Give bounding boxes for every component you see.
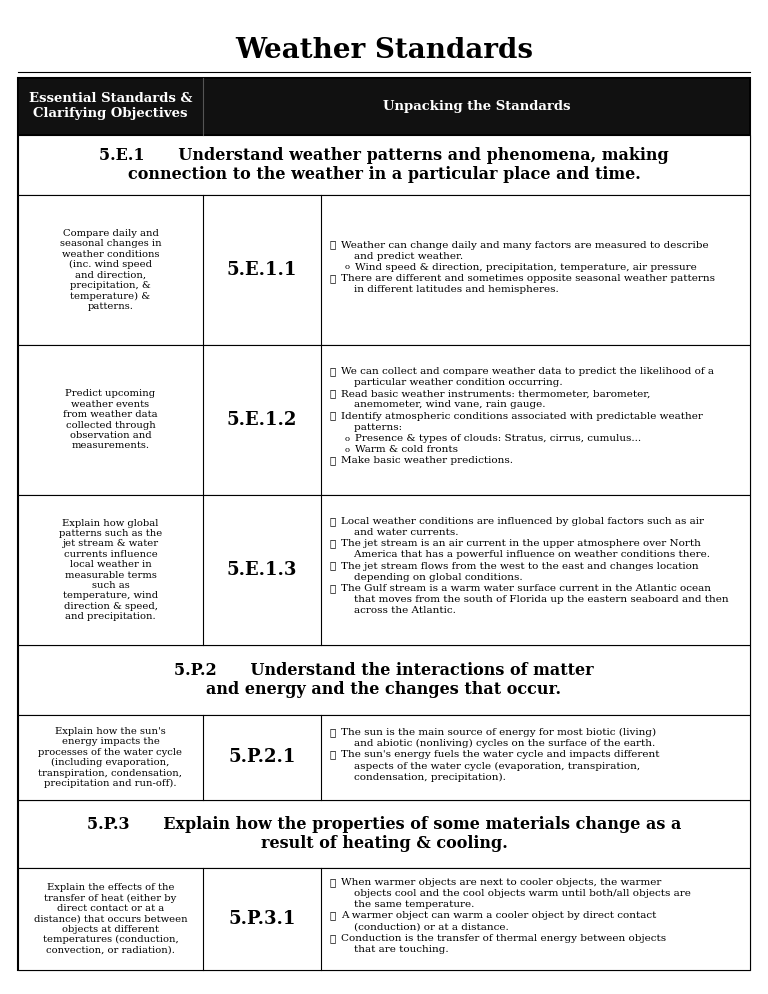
Bar: [18, 645, 750, 715]
Text: anemometer, wind vane, rain gauge.: anemometer, wind vane, rain gauge.: [341, 401, 545, 410]
Bar: [18, 715, 750, 800]
Text: 5.P.2      Understand the interactions of matter
and energy and the changes that: 5.P.2 Understand the interactions of mat…: [174, 662, 594, 699]
Text: and abiotic (nonliving) cycles on the surface of the earth.: and abiotic (nonliving) cycles on the su…: [341, 740, 655, 748]
Text: objects cool and the cool objects warm until both/all objects are: objects cool and the cool objects warm u…: [341, 889, 691, 898]
Text: The jet stream flows from the west to the east and changes location: The jet stream flows from the west to th…: [341, 562, 699, 571]
Text: and water currents.: and water currents.: [341, 528, 458, 537]
Text: The sun is the main source of energy for most biotic (living): The sun is the main source of energy for…: [341, 728, 656, 738]
Text: 5.P.2.1: 5.P.2.1: [228, 748, 296, 766]
Text: ✓: ✓: [329, 539, 336, 549]
Bar: [18, 195, 750, 345]
Text: Explain the effects of the
transfer of heat (either by
direct contact or at a
di: Explain the effects of the transfer of h…: [34, 883, 187, 955]
Bar: [18, 868, 750, 970]
Text: 5.E.1.3: 5.E.1.3: [227, 561, 297, 579]
Text: A warmer object can warm a cooler object by direct contact: A warmer object can warm a cooler object…: [341, 911, 657, 920]
Text: Warm & cold fronts: Warm & cold fronts: [355, 445, 458, 454]
Text: 5.E.1.1: 5.E.1.1: [227, 261, 297, 279]
Text: There are different and sometimes opposite seasonal weather patterns: There are different and sometimes opposi…: [341, 274, 715, 283]
Bar: [18, 135, 750, 195]
Text: ✓: ✓: [329, 728, 336, 738]
Text: the same temperature.: the same temperature.: [341, 901, 475, 910]
Text: o: o: [345, 263, 350, 271]
Bar: [18, 495, 750, 645]
Text: condensation, precipitation).: condensation, precipitation).: [341, 773, 506, 782]
Text: ✓: ✓: [329, 933, 336, 942]
Bar: [18, 78, 750, 135]
Text: depending on global conditions.: depending on global conditions.: [341, 573, 523, 581]
Text: ✓: ✓: [329, 412, 336, 420]
Text: Identify atmospheric conditions associated with predictable weather: Identify atmospheric conditions associat…: [341, 412, 703, 420]
Text: ✓: ✓: [329, 562, 336, 571]
Text: Essential Standards &
Clarifying Objectives: Essential Standards & Clarifying Objecti…: [28, 92, 192, 120]
Text: o: o: [345, 445, 350, 454]
Text: The jet stream is an air current in the upper atmosphere over North: The jet stream is an air current in the …: [341, 539, 701, 549]
Text: ✓: ✓: [329, 367, 336, 376]
Text: ✓: ✓: [329, 274, 336, 283]
Text: in different latitudes and hemispheres.: in different latitudes and hemispheres.: [341, 285, 559, 294]
Text: Local weather conditions are influenced by global factors such as air: Local weather conditions are influenced …: [341, 517, 704, 526]
Text: Read basic weather instruments: thermometer, barometer,: Read basic weather instruments: thermome…: [341, 390, 650, 399]
Bar: [18, 78, 750, 970]
Text: America that has a powerful influence on weather conditions there.: America that has a powerful influence on…: [341, 551, 710, 560]
Text: 5.E.1      Understand weather patterns and phenomena, making
connection to the w: 5.E.1 Understand weather patterns and ph…: [99, 147, 669, 183]
Text: ✓: ✓: [329, 584, 336, 593]
Text: Explain how the sun's
energy impacts the
processes of the water cycle
(including: Explain how the sun's energy impacts the…: [38, 727, 183, 788]
Text: Wind speed & direction, precipitation, temperature, air pressure: Wind speed & direction, precipitation, t…: [355, 263, 697, 272]
Text: Weather Standards: Weather Standards: [235, 37, 533, 64]
Text: ✓: ✓: [329, 878, 336, 887]
Text: ✓: ✓: [329, 517, 336, 526]
Text: patterns:: patterns:: [341, 422, 402, 431]
Text: Conduction is the transfer of thermal energy between objects: Conduction is the transfer of thermal en…: [341, 933, 666, 942]
Text: ✓: ✓: [329, 390, 336, 399]
Text: Predict upcoming
weather events
from weather data
collected through
observation : Predict upcoming weather events from wea…: [63, 390, 157, 450]
Text: that are touching.: that are touching.: [341, 945, 449, 954]
Bar: [18, 345, 750, 495]
Text: Unpacking the Standards: Unpacking the Standards: [382, 100, 571, 113]
Text: 5.E.1.2: 5.E.1.2: [227, 411, 297, 429]
Text: 5.P.3      Explain how the properties of some materials change as a
result of he: 5.P.3 Explain how the properties of some…: [87, 816, 681, 852]
Text: 5.P.3.1: 5.P.3.1: [228, 910, 296, 928]
Text: particular weather condition occurring.: particular weather condition occurring.: [341, 378, 563, 387]
Text: (conduction) or at a distance.: (conduction) or at a distance.: [341, 922, 508, 931]
Text: Presence & types of clouds: Stratus, cirrus, cumulus...: Presence & types of clouds: Stratus, cir…: [355, 434, 641, 443]
Text: The sun's energy fuels the water cycle and impacts different: The sun's energy fuels the water cycle a…: [341, 750, 660, 759]
Text: We can collect and compare weather data to predict the likelihood of a: We can collect and compare weather data …: [341, 367, 714, 376]
Bar: [18, 800, 750, 868]
Text: ✓: ✓: [329, 750, 336, 759]
Text: The Gulf stream is a warm water surface current in the Atlantic ocean: The Gulf stream is a warm water surface …: [341, 584, 711, 593]
Text: Weather can change daily and many factors are measured to describe: Weather can change daily and many factor…: [341, 241, 709, 249]
Text: ✓: ✓: [329, 241, 336, 249]
Text: ✓: ✓: [329, 911, 336, 920]
Text: Explain how global
patterns such as the
jet stream & water
currents influence
lo: Explain how global patterns such as the …: [59, 519, 162, 621]
Text: ✓: ✓: [329, 456, 336, 465]
Text: and predict weather.: and predict weather.: [341, 251, 463, 260]
Text: Compare daily and
seasonal changes in
weather conditions
(inc. wind speed
and di: Compare daily and seasonal changes in we…: [60, 229, 161, 311]
Text: aspects of the water cycle (evaporation, transpiration,: aspects of the water cycle (evaporation,…: [341, 761, 640, 770]
Text: Make basic weather predictions.: Make basic weather predictions.: [341, 456, 513, 465]
Text: across the Atlantic.: across the Atlantic.: [341, 606, 456, 615]
Text: When warmer objects are next to cooler objects, the warmer: When warmer objects are next to cooler o…: [341, 878, 661, 887]
Text: that moves from the south of Florida up the eastern seaboard and then: that moves from the south of Florida up …: [341, 595, 729, 604]
Text: o: o: [345, 434, 350, 442]
